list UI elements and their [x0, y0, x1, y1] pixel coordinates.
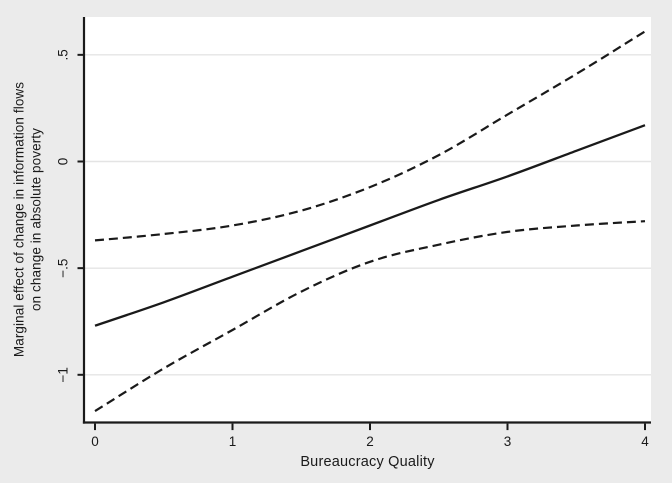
plot-area: [84, 17, 651, 423]
y-tick-label: .5: [56, 49, 71, 60]
x-axis-title: Bureaucracy Quality: [300, 454, 435, 470]
y-tick-label: −1: [56, 367, 71, 382]
y-tick-label: −.5: [56, 259, 71, 278]
y-tick-label: 0: [56, 158, 71, 166]
series-ci-lower: [94, 220, 646, 413]
y-axis-title-line1: Marginal effect of change in information…: [11, 81, 27, 358]
x-tick-label: 1: [229, 434, 237, 449]
x-tick-label: 3: [504, 434, 512, 449]
x-tick-label: 2: [366, 434, 374, 449]
x-tick-label: 0: [91, 434, 99, 449]
series-ci-upper: [94, 30, 646, 242]
x-tick-label: 4: [641, 434, 649, 449]
series-marginal-effect: [94, 124, 646, 327]
y-axis-title-line2: on change in absolute poverty: [28, 127, 43, 312]
